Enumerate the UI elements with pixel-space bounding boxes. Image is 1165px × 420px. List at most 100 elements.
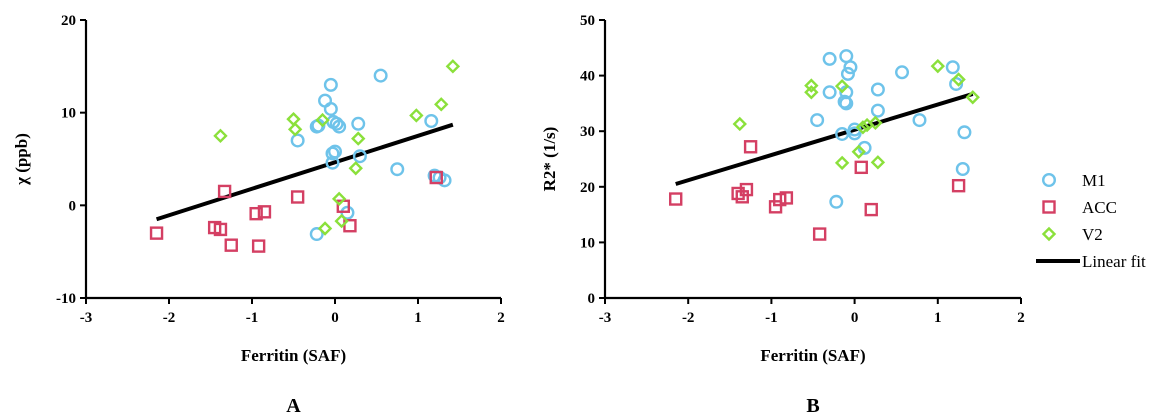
data-point-acc: [779, 191, 794, 205]
y-tick-label: 50: [580, 13, 595, 29]
data-point-v2: [834, 78, 850, 94]
y-tick-label: 10: [580, 235, 595, 251]
data-point-v2: [868, 115, 883, 131]
series-m1: [290, 68, 452, 242]
data-point-m1: [957, 125, 972, 140]
legend-item: ACC: [1042, 198, 1117, 217]
x-tick-label: -2: [163, 310, 176, 326]
data-point-m1: [945, 60, 960, 75]
x-tick-label: 2: [1017, 310, 1025, 326]
y-tick-label: 30: [580, 124, 595, 140]
data-point-m1: [839, 96, 854, 111]
y-tick-label: 20: [61, 13, 76, 29]
x-tick-label: 0: [331, 310, 339, 326]
x-tick-label: 2: [497, 310, 505, 326]
y-axis-title: χ (ppb): [12, 133, 31, 186]
x-tick-label: -3: [599, 310, 612, 326]
data-point-v2: [804, 85, 819, 100]
x-tick-label: 0: [851, 310, 859, 326]
data-point-m1: [323, 101, 338, 116]
data-point-m1: [437, 173, 452, 188]
legend-swatch-square: [1042, 200, 1056, 214]
data-point-m1: [839, 49, 854, 64]
data-point-acc: [768, 200, 783, 214]
data-point-m1: [352, 149, 367, 164]
data-point-m1: [329, 116, 344, 131]
data-point-m1: [822, 51, 837, 66]
data-point-m1: [290, 133, 305, 148]
legend-label: ACC: [1082, 198, 1117, 217]
data-point-m1: [840, 66, 855, 81]
x-tick-label: -1: [765, 310, 778, 326]
x-axis-title: Ferritin (SAF): [241, 346, 346, 365]
legend-label: V2: [1082, 225, 1103, 244]
data-point-m1: [870, 82, 885, 97]
y-tick-label: 20: [580, 180, 595, 196]
x-tick-label: -2: [682, 310, 695, 326]
data-point-m1: [843, 60, 858, 75]
data-point-m1: [912, 113, 927, 128]
panel-label: B: [806, 395, 819, 417]
series-v2: [213, 59, 461, 236]
y-axis-title: R2* (1/s): [540, 127, 559, 192]
data-point-acc: [213, 222, 228, 237]
linear-fit-line: [675, 92, 974, 186]
data-point-v2: [930, 58, 945, 74]
data-point-acc: [149, 226, 164, 240]
data-point-m1: [837, 94, 852, 109]
data-point-acc: [290, 190, 305, 204]
data-point-acc: [251, 239, 266, 253]
data-point-m1: [325, 155, 340, 170]
data-point-v2: [732, 116, 747, 132]
data-point-m1: [829, 194, 844, 209]
data-point-m1: [424, 114, 439, 129]
data-point-m1: [351, 116, 366, 131]
data-point-v2: [951, 72, 966, 87]
y-tick-label: 0: [69, 198, 77, 214]
data-point-acc: [249, 206, 263, 221]
y-tick-label: 0: [588, 291, 596, 307]
data-point-acc: [343, 219, 357, 233]
y-tick-label: 40: [580, 69, 595, 85]
data-point-v2: [851, 144, 866, 159]
data-point-v2: [348, 161, 363, 176]
data-point-m1: [390, 162, 405, 177]
data-point-acc: [864, 202, 878, 217]
data-point-acc: [669, 192, 683, 206]
data-point-v2: [286, 111, 301, 127]
data-point-acc: [743, 140, 758, 154]
data-point-v2: [287, 122, 303, 137]
legend-label: M1: [1082, 171, 1106, 190]
data-point-acc: [739, 182, 754, 197]
panel-label: A: [286, 395, 301, 417]
data-point-m1: [895, 65, 910, 80]
data-point-acc: [224, 238, 238, 252]
data-point-m1: [309, 227, 324, 242]
data-point-acc: [951, 178, 966, 193]
legend-label: Linear fit: [1082, 252, 1146, 271]
data-point-v2: [351, 131, 366, 146]
data-point-v2: [965, 90, 980, 105]
x-tick-label: -1: [246, 310, 259, 326]
data-point-v2: [434, 97, 449, 112]
legend-item: M1: [1041, 171, 1106, 190]
data-point-acc: [812, 227, 827, 241]
data-point-v2: [834, 155, 850, 171]
series-v2: [732, 58, 980, 171]
series-acc: [669, 140, 966, 241]
data-point-v2: [409, 108, 424, 123]
data-point-acc: [735, 190, 749, 204]
data-point-m1: [955, 162, 970, 177]
series-acc: [149, 170, 443, 253]
data-point-acc: [429, 170, 443, 185]
data-point-m1: [332, 119, 347, 134]
x-axis-title: Ferritin (SAF): [760, 346, 865, 365]
data-point-acc: [217, 184, 232, 199]
data-point-m1: [822, 85, 837, 100]
x-tick-label: 1: [934, 310, 942, 326]
legend-item: Linear fit: [1036, 252, 1146, 271]
data-point-acc: [731, 186, 745, 201]
data-point-m1: [373, 68, 388, 83]
data-point-v2: [855, 120, 871, 135]
series-m1: [810, 49, 972, 209]
